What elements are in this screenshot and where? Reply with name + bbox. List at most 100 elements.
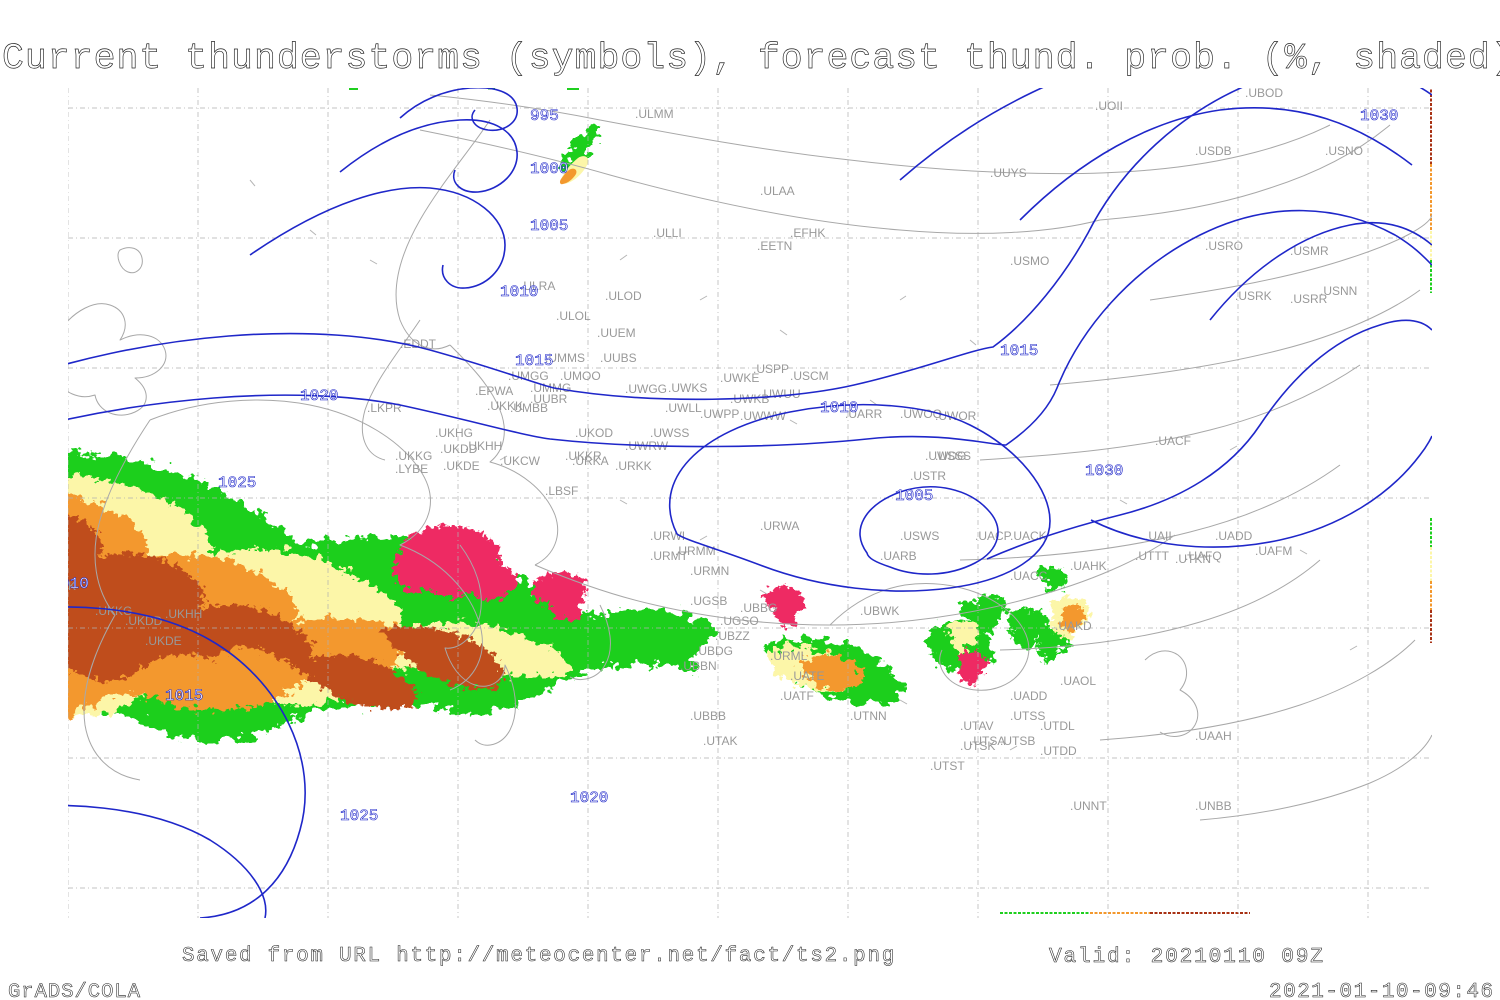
- svg-text:.ULAA: .ULAA: [760, 184, 795, 198]
- svg-text:1020: 1020: [570, 789, 608, 807]
- svg-text:.UADD: .UADD: [1010, 689, 1048, 703]
- svg-text:.UWSS: .UWSS: [650, 426, 689, 440]
- svg-text:.UKHH: .UKHH: [465, 439, 502, 453]
- svg-text:.UWGG: .UWGG: [625, 382, 667, 396]
- svg-text:.UAKD: .UAKD: [1055, 619, 1092, 633]
- svg-text:.URMM: .URMM: [675, 544, 716, 558]
- svg-text:.UADD: .UADD: [1215, 529, 1253, 543]
- svg-text:.URML: .URML: [770, 649, 808, 663]
- svg-text:.ULOD: .ULOD: [605, 289, 642, 303]
- svg-text:1025: 1025: [340, 807, 378, 825]
- svg-text:.UTST: .UTST: [930, 759, 965, 773]
- svg-text:1005: 1005: [530, 217, 568, 235]
- svg-text:.USDB: .USDB: [1195, 144, 1232, 158]
- svg-text:010: 010: [60, 575, 89, 593]
- svg-text:.UTDD: .UTDD: [1040, 744, 1077, 758]
- svg-text:.EETN: .EETN: [757, 239, 792, 253]
- svg-text:.ULOL: .ULOL: [556, 309, 591, 323]
- svg-text:.UKDD: .UKDD: [125, 614, 163, 628]
- svg-text:1000: 1000: [530, 160, 568, 178]
- svg-text:.UBBN: .UBBN: [680, 659, 717, 673]
- svg-text:.UATE: .UATE: [790, 669, 824, 683]
- svg-text:.UWKS: .UWKS: [668, 381, 707, 395]
- svg-text:1010: 1010: [820, 399, 858, 417]
- svg-text:.UAHK: .UAHK: [1070, 559, 1107, 573]
- svg-text:.USNO: .USNO: [1325, 144, 1363, 158]
- svg-text:.UNBB: .UNBB: [1195, 799, 1232, 813]
- svg-text:.USRO: .USRO: [1205, 239, 1243, 253]
- svg-text:.URKA: .URKA: [572, 454, 609, 468]
- svg-text:.UKDE: .UKDE: [145, 634, 182, 648]
- svg-text:.UKDE: .UKDE: [443, 459, 480, 473]
- svg-text:1030: 1030: [1085, 462, 1123, 480]
- svg-text:1015: 1015: [1000, 342, 1038, 360]
- svg-text:.UTTT: .UTTT: [1135, 549, 1170, 563]
- svg-text:1030: 1030: [1360, 107, 1398, 125]
- svg-text:1015: 1015: [165, 687, 203, 705]
- svg-text:.LKPR: .LKPR: [367, 401, 402, 415]
- svg-text:.UWPP: .UWPP: [700, 407, 739, 421]
- svg-text:.UWWW: .UWWW: [740, 409, 787, 423]
- svg-text:1035: 1035: [1180, 40, 1218, 58]
- svg-text:.UAFM: .UAFM: [1255, 544, 1292, 558]
- svg-text:.LYBE: .LYBE: [395, 462, 428, 476]
- svg-text:.LKKK: .LKKK: [0, 637, 34, 651]
- svg-text:.UMBB: .UMBB: [510, 401, 548, 415]
- svg-text:.UACK: .UACK: [1010, 529, 1047, 543]
- svg-text:.UBOD: .UBOD: [1245, 86, 1283, 100]
- svg-text:.UTNN: .UTNN: [850, 709, 887, 723]
- svg-text:.LBSF: .LBSF: [545, 484, 578, 498]
- svg-text:995: 995: [530, 107, 559, 125]
- svg-text:.EPWA: .EPWA: [475, 384, 513, 398]
- svg-text:1005: 1005: [895, 487, 933, 505]
- svg-text:.UKOD: .UKOD: [575, 426, 613, 440]
- svg-text:.UBBG: .UBBG: [740, 601, 777, 615]
- svg-text:.UBZZ: .UBZZ: [715, 629, 750, 643]
- svg-text:.UGSB: .UGSB: [690, 594, 727, 608]
- svg-text:.USPP: .USPP: [753, 362, 789, 376]
- svg-text:.UUYS: .UUYS: [990, 166, 1027, 180]
- svg-text:.UKCW: .UKCW: [500, 454, 541, 468]
- svg-text:.URMN: .URMN: [690, 564, 729, 578]
- svg-text:.UACC: .UACC: [1010, 569, 1048, 583]
- svg-text:.UACF: .UACF: [1155, 434, 1191, 448]
- svg-text:.UAFQ: .UAFQ: [1185, 549, 1222, 563]
- svg-text:.UKHH: .UKHH: [165, 607, 202, 621]
- svg-text:.USWS: .USWS: [900, 529, 939, 543]
- svg-text:.UKHG: .UKHG: [435, 426, 473, 440]
- svg-text:.UBDG: .UBDG: [695, 644, 733, 658]
- svg-text:.UWDG: .UWDG: [925, 449, 966, 463]
- svg-text:.UUEM: .UUEM: [597, 326, 636, 340]
- svg-text:.UTAV: .UTAV: [960, 719, 994, 733]
- svg-text:.UTAK: .UTAK: [703, 734, 737, 748]
- svg-text:.UAOL: .UAOL: [1060, 674, 1096, 688]
- svg-text:.UTSK: .UTSK: [960, 739, 995, 753]
- svg-text:.UOII: .UOII: [1095, 99, 1123, 113]
- svg-text:1015: 1015: [515, 352, 553, 370]
- svg-text:.UARB: .UARB: [880, 549, 917, 563]
- svg-text:.USTR: .USTR: [910, 469, 946, 483]
- svg-text:.UUBS: .UUBS: [600, 351, 637, 365]
- svg-text:.UKKG: .UKKG: [395, 449, 432, 463]
- svg-text:.UWLL: .UWLL: [665, 401, 702, 415]
- svg-text:.URKK: .URKK: [615, 459, 652, 473]
- svg-text:.USMO: .USMO: [1010, 254, 1049, 268]
- svg-text:.USRK: .USRK: [1235, 289, 1272, 303]
- svg-text:.UATF: .UATF: [780, 689, 814, 703]
- svg-text:.UBWK: .UBWK: [860, 604, 899, 618]
- svg-text:.UACP: .UACP: [975, 529, 1012, 543]
- svg-text:1010: 1010: [500, 283, 538, 301]
- svg-text:.EFHK: .EFHK: [790, 226, 825, 240]
- svg-text:.URWA: .URWA: [760, 519, 799, 533]
- svg-text:.UWOR: .UWOR: [935, 409, 977, 423]
- svg-text:1025: 1025: [218, 474, 256, 492]
- svg-text:.USNN: .USNN: [1320, 284, 1357, 298]
- svg-text:.UGSO: .UGSO: [720, 614, 759, 628]
- svg-text:.USCM: .USCM: [790, 369, 829, 383]
- svg-text:.UAAH: .UAAH: [1195, 729, 1232, 743]
- svg-text:.ULLI: .ULLI: [653, 226, 682, 240]
- svg-text:1020: 1020: [300, 387, 338, 405]
- svg-text:.UBBB: .UBBB: [690, 709, 726, 723]
- svg-text:.ULMM: .ULMM: [635, 107, 674, 121]
- svg-text:.UTDL: .UTDL: [1040, 719, 1075, 733]
